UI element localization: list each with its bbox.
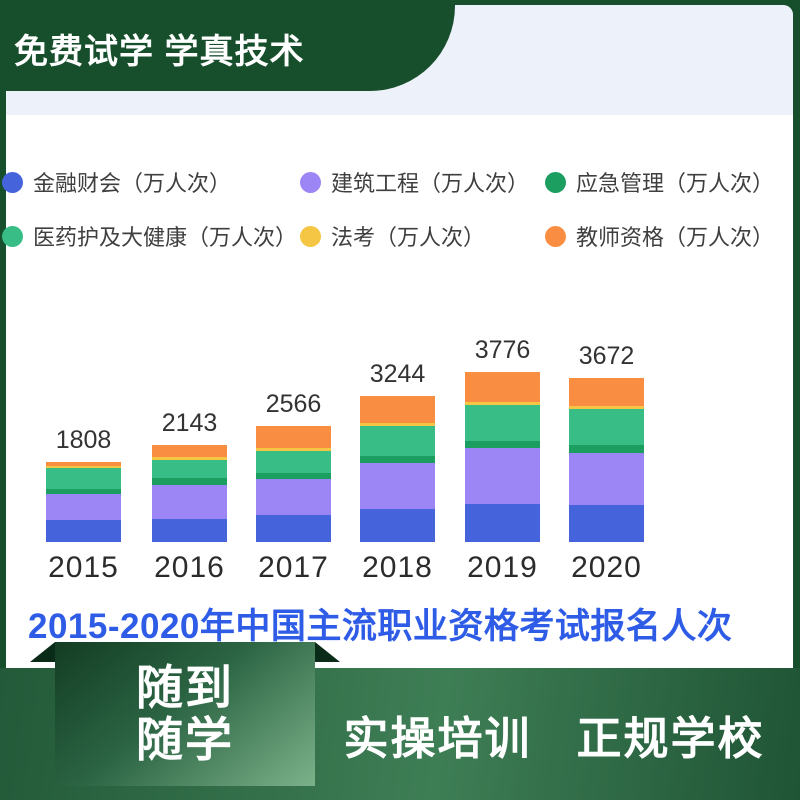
bar-stack (256, 426, 331, 542)
bar-segment-医药护及大健康 (465, 405, 540, 441)
bar-segment-教师资格 (360, 396, 435, 423)
bar-group: 1808 2015 (46, 426, 121, 584)
legend-dot-icon (2, 225, 23, 247)
legend-dot-icon (545, 171, 566, 193)
bar-segment-建筑工程 (569, 453, 644, 505)
legend-dot-icon (545, 225, 566, 247)
bar-segment-建筑工程 (152, 485, 227, 519)
legend-label: 应急管理（万人次） (576, 171, 775, 196)
bar-stack (360, 396, 435, 542)
legend-item: 医药护及大健康（万人次） (2, 224, 300, 250)
bar-segment-法考 (465, 402, 540, 405)
bar-segment-应急管理 (256, 473, 331, 479)
bar-segment-金融财会 (360, 509, 435, 542)
bar-segment-应急管理 (465, 441, 540, 448)
legend-label: 教师资格（万人次） (576, 225, 775, 250)
bar-total-label: 1808 (55, 426, 112, 454)
legend-label: 医药护及大健康（万人次） (33, 225, 298, 250)
bar-segment-法考 (569, 406, 644, 409)
bar-segment-金融财会 (152, 519, 227, 542)
bar-group: 3244 2018 (360, 360, 435, 584)
bar-group: 2143 2016 (152, 409, 227, 584)
bar-segment-医药护及大健康 (256, 451, 331, 473)
bar-segment-医药护及大健康 (152, 460, 227, 478)
footer-slogan: 实操培训 正规学校 (315, 668, 793, 800)
bar-group: 2566 2017 (256, 390, 331, 584)
bar-segment-法考 (256, 448, 331, 451)
bar-segment-教师资格 (256, 426, 331, 448)
bar-segment-医药护及大健康 (46, 468, 121, 489)
bar-segment-建筑工程 (360, 463, 435, 509)
legend-dot-icon (300, 171, 321, 193)
bar-segment-建筑工程 (46, 494, 121, 520)
bar-segment-金融财会 (256, 515, 331, 542)
bar-total-label: 3672 (578, 342, 635, 370)
legend-item: 法考（万人次） (300, 224, 545, 250)
footer-slogan-left: 实操培训 (343, 712, 532, 764)
legend-item: 教师资格（万人次） (545, 224, 795, 250)
bar-segment-应急管理 (569, 445, 644, 453)
x-axis-year-label: 2018 (362, 551, 433, 584)
bar-segment-医药护及大健康 (569, 409, 644, 445)
bar-group: 3672 2020 (569, 342, 644, 584)
legend-label: 法考（万人次） (331, 225, 486, 250)
legend-label: 金融财会（万人次） (33, 171, 232, 196)
bar-segment-教师资格 (465, 372, 540, 402)
bar-segment-法考 (360, 423, 435, 426)
bar-segment-医药护及大健康 (360, 426, 435, 456)
bar-segment-教师资格 (152, 445, 227, 457)
bar-segment-金融财会 (569, 505, 644, 542)
bar-segment-教师资格 (46, 462, 121, 466)
bar-total-label: 2143 (161, 409, 218, 437)
banner-slogan: 免费试学 学真技术 (14, 33, 305, 71)
x-axis-year-label: 2015 (48, 551, 119, 584)
bar-stack (465, 372, 540, 542)
x-axis-year-label: 2016 (154, 551, 225, 584)
x-axis-year-label: 2017 (258, 551, 329, 584)
bar-group: 3776 2019 (465, 336, 540, 584)
bar-segment-建筑工程 (465, 448, 540, 504)
legend-dot-icon (2, 171, 23, 193)
bar-stack (152, 445, 227, 542)
bar-total-label: 3244 (369, 360, 426, 388)
legend-item: 金融财会（万人次） (2, 170, 300, 196)
x-axis-year-label: 2020 (571, 551, 642, 584)
legend-label: 建筑工程（万人次） (331, 171, 530, 196)
bar-segment-金融财会 (46, 520, 121, 542)
chart-legend: 金融财会（万人次） 建筑工程（万人次） 应急管理（万人次） 医药护及大健康（万人次） 法… (2, 170, 795, 250)
top-banner: 免费试学 学真技术 (0, 0, 455, 91)
footer-tab: 随到 随学 (55, 642, 315, 786)
bar-segment-应急管理 (360, 456, 435, 463)
bar-total-label: 3776 (474, 336, 531, 364)
bar-segment-法考 (46, 466, 121, 468)
bar-segment-建筑工程 (256, 479, 331, 515)
bar-total-label: 2566 (265, 390, 322, 418)
bar-segment-教师资格 (569, 378, 644, 406)
footer-slogan-right: 正规学校 (576, 712, 765, 764)
bar-segment-金融财会 (465, 504, 540, 542)
bar-segment-应急管理 (152, 478, 227, 485)
bar-segment-应急管理 (46, 489, 121, 494)
bar-segment-法考 (152, 457, 227, 460)
x-axis-year-label: 2019 (467, 551, 538, 584)
legend-dot-icon (300, 225, 321, 247)
legend-item: 应急管理（万人次） (545, 170, 795, 196)
bar-stack (569, 378, 644, 542)
legend-item: 建筑工程（万人次） (300, 170, 545, 196)
footer-tab-line2: 随学 (136, 713, 234, 766)
footer-tab-line1: 随到 (136, 661, 234, 714)
chart-title: 2015-2020年中国主流职业资格考试报名人次 (28, 607, 733, 646)
bar-stack (46, 462, 121, 542)
